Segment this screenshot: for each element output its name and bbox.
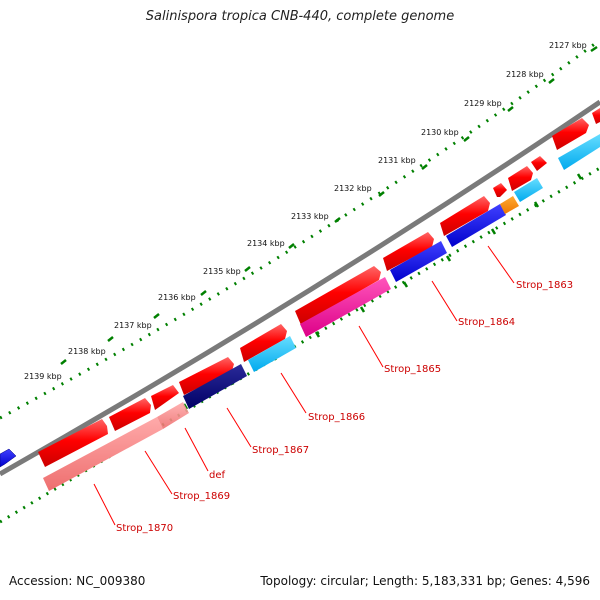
tick-label-2129: 2129 kbp <box>464 99 502 108</box>
gene-forward-k <box>508 166 533 191</box>
gene-forward-j <box>493 183 507 197</box>
gene-forward-l <box>531 156 547 171</box>
gene-forward-i <box>440 196 490 236</box>
gene-strop-1869 <box>157 402 189 429</box>
gene-forward-e <box>179 357 234 395</box>
reverse-genes <box>43 134 600 491</box>
tick-marks <box>60 45 598 365</box>
tick-label-2137: 2137 kbp <box>114 321 152 330</box>
gene-forward-g <box>295 266 381 325</box>
gene-label-strop-1865: Strop_1865 <box>384 364 441 375</box>
gene-forward-f <box>240 324 287 362</box>
inner-dotted-ring <box>0 166 600 524</box>
gene-labels: Strop_1863 Strop_1864 Strop_1865 Strop_1… <box>116 280 573 534</box>
tick-label-2136: 2136 kbp <box>158 293 196 302</box>
tick-label-2138: 2138 kbp <box>68 347 106 356</box>
gene-forward-m <box>552 118 589 150</box>
tick-label-2131: 2131 kbp <box>378 156 416 165</box>
tick-ring <box>0 38 600 420</box>
gene-def <box>183 364 247 409</box>
gene-cyan-c <box>558 134 600 170</box>
gene-label-strop-1869: Strop_1869 <box>173 491 230 502</box>
genome-summary: Topology: circular; Length: 5,183,331 bp… <box>260 574 590 588</box>
gene-label-def: def <box>209 470 226 481</box>
gene-strop-1866 <box>248 336 296 372</box>
gene-strop-1863 <box>446 204 506 247</box>
backbone <box>0 99 600 477</box>
tick-label-2135: 2135 kbp <box>203 267 241 276</box>
gene-forward-h <box>383 232 434 271</box>
gene-strop-1870 <box>43 417 163 491</box>
tick-label-2134: 2134 kbp <box>247 239 285 248</box>
tick-label-2127: 2127 kbp <box>549 41 587 50</box>
gene-label-strop-1866: Strop_1866 <box>308 412 365 423</box>
tick-label-2132: 2132 kbp <box>334 184 372 193</box>
gene-forward-a <box>0 448 17 468</box>
tick-label-2128: 2128 kbp <box>506 70 544 79</box>
gene-forward-b <box>38 419 108 467</box>
tick-label-2139: 2139 kbp <box>24 372 62 381</box>
gene-label-strop-1867: Strop_1867 <box>252 445 309 456</box>
leader-lines <box>93 245 515 526</box>
tick-label-2133: 2133 kbp <box>291 212 329 221</box>
gene-orange <box>500 196 519 214</box>
gene-label-strop-1864: Strop_1864 <box>458 317 515 328</box>
accession-text: Accession: NC_009380 <box>9 574 146 588</box>
forward-genes <box>0 108 600 468</box>
gene-label-strop-1870: Strop_1870 <box>116 523 173 534</box>
gene-strop-1864 <box>390 241 447 282</box>
gene-cyan-b <box>514 178 543 202</box>
gene-forward-c <box>109 398 151 431</box>
map-title: Salinispora tropica CNB-440, complete ge… <box>145 9 455 24</box>
gene-forward-n <box>592 108 600 124</box>
gene-strop-1865 <box>300 277 391 337</box>
tick-label-2130: 2130 kbp <box>421 128 459 137</box>
gene-label-strop-1863: Strop_1863 <box>516 280 573 291</box>
gene-forward-d <box>151 385 179 410</box>
tick-labels: 2127 kbp 2128 kbp 2129 kbp 2130 kbp 2131… <box>24 41 587 381</box>
